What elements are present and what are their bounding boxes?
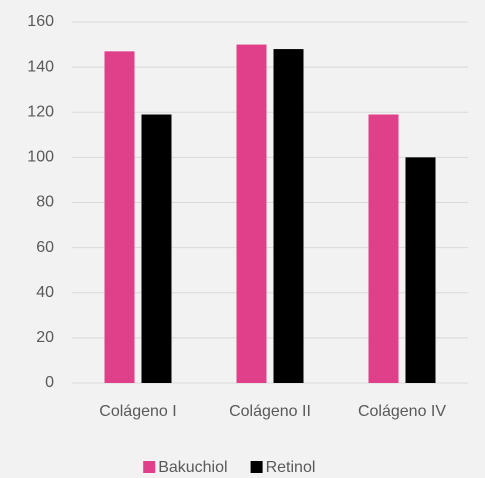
y-tick-label: 60: [36, 239, 54, 256]
legend-swatch: [143, 461, 156, 473]
x-tick-label: Colágeno IV: [358, 403, 446, 420]
y-tick-label: 100: [27, 149, 54, 166]
legend-swatch: [250, 461, 263, 473]
legend-label: Retinol: [266, 459, 316, 476]
y-tick-label: 20: [36, 329, 54, 346]
y-tick-label: 140: [27, 58, 54, 75]
y-tick-label: 160: [27, 13, 54, 30]
legend-label: Bakuchiol: [158, 459, 227, 476]
y-tick-label: 80: [36, 194, 54, 211]
bar: [141, 114, 172, 383]
bar: [236, 44, 267, 383]
y-tick-label: 40: [36, 284, 54, 301]
bar: [273, 49, 304, 383]
bar: [104, 51, 135, 384]
x-tick-label: Colágeno II: [229, 403, 311, 420]
x-tick-label: Colágeno I: [99, 403, 176, 420]
y-tick-label: 0: [45, 374, 54, 391]
bar: [405, 157, 436, 383]
y-tick-label: 120: [27, 103, 54, 120]
bar: [368, 114, 399, 383]
